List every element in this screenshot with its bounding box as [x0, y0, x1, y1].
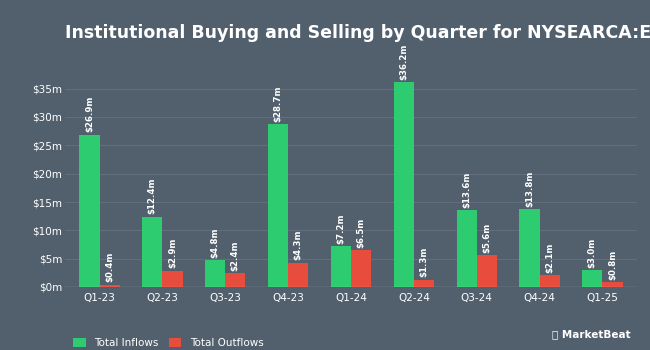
- Bar: [414, 280, 434, 287]
- Text: ⫽ MarketBeat: ⫽ MarketBeat: [552, 329, 630, 340]
- Bar: [142, 217, 162, 287]
- Text: $5.6m: $5.6m: [482, 223, 491, 253]
- Text: $4.3m: $4.3m: [294, 230, 303, 260]
- Bar: [603, 282, 623, 287]
- Bar: [351, 250, 371, 287]
- Text: Institutional Buying and Selling by Quarter for NYSEARCA:EWN: Institutional Buying and Selling by Quar…: [65, 24, 650, 42]
- Bar: [226, 273, 246, 287]
- Bar: [79, 134, 99, 287]
- Bar: [162, 271, 183, 287]
- Bar: [331, 246, 351, 287]
- Bar: [288, 262, 308, 287]
- Bar: [476, 255, 497, 287]
- Bar: [394, 82, 414, 287]
- Text: $4.8m: $4.8m: [211, 227, 220, 258]
- Legend: Total Inflows, Total Outflows: Total Inflows, Total Outflows: [70, 335, 266, 350]
- Bar: [205, 260, 226, 287]
- Bar: [582, 270, 603, 287]
- Text: $6.5m: $6.5m: [357, 218, 365, 248]
- Text: $13.8m: $13.8m: [525, 170, 534, 206]
- Bar: [519, 209, 540, 287]
- Text: $0.8m: $0.8m: [608, 250, 617, 280]
- Text: $1.3m: $1.3m: [419, 247, 428, 277]
- Text: $36.2m: $36.2m: [399, 43, 408, 79]
- Text: $3.0m: $3.0m: [588, 238, 597, 268]
- Text: $28.7m: $28.7m: [274, 86, 283, 122]
- Text: $2.9m: $2.9m: [168, 238, 177, 268]
- Bar: [540, 275, 560, 287]
- Text: $2.1m: $2.1m: [545, 243, 554, 273]
- Text: $12.4m: $12.4m: [148, 178, 157, 215]
- Bar: [456, 210, 476, 287]
- Text: $7.2m: $7.2m: [337, 214, 345, 244]
- Text: $2.4m: $2.4m: [231, 241, 240, 271]
- Text: $13.6m: $13.6m: [462, 171, 471, 208]
- Bar: [99, 285, 120, 287]
- Text: $0.4m: $0.4m: [105, 252, 114, 282]
- Bar: [268, 124, 288, 287]
- Text: $26.9m: $26.9m: [85, 96, 94, 132]
